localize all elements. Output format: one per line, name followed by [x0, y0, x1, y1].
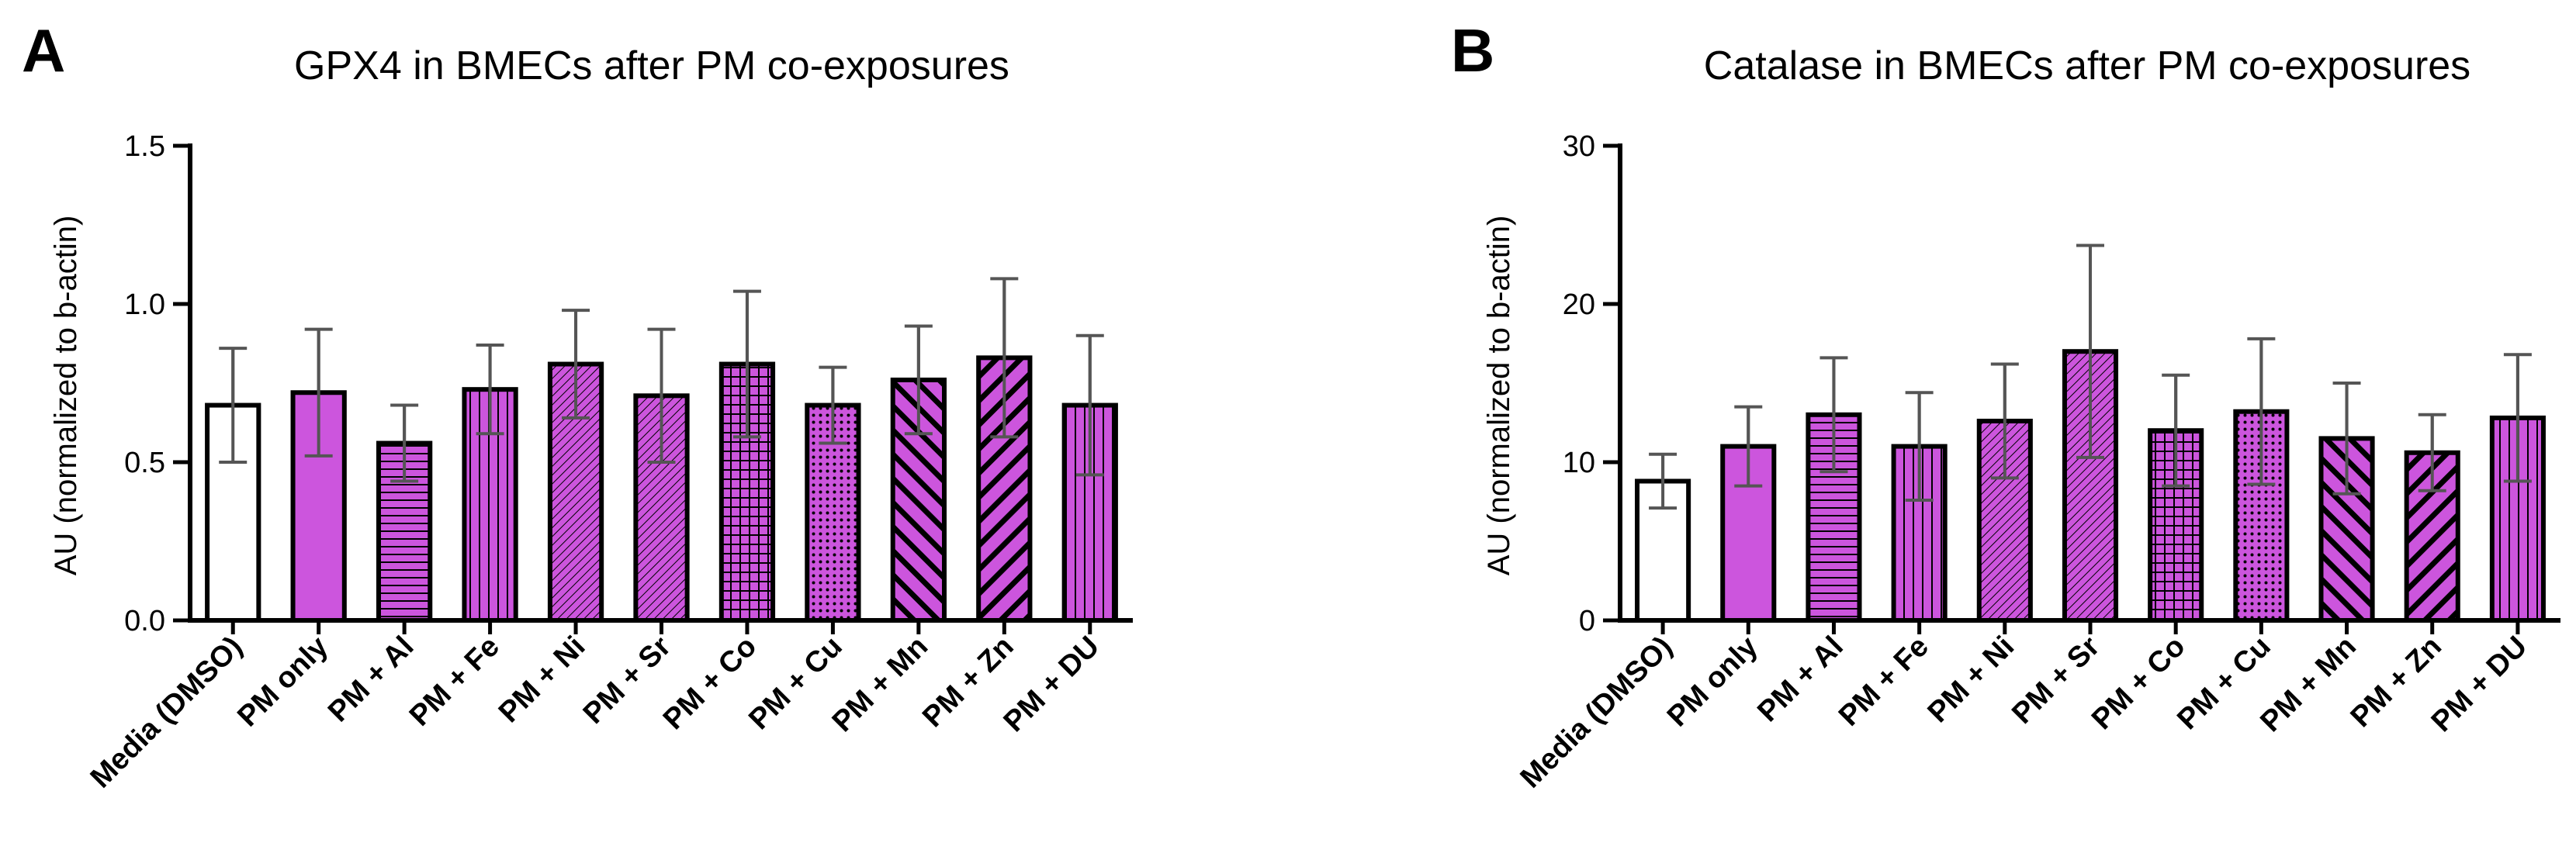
category-label: PM + Ni: [1922, 630, 2021, 730]
bar-5: [1976, 418, 2033, 623]
category-label: Media (DMSO): [85, 630, 249, 795]
panel-b: B Catalase in BMECs after PM co-exposure…: [1451, 16, 2560, 794]
y-tick-label: 10: [1563, 447, 1595, 479]
category-label: PM + Al: [322, 630, 421, 729]
panel-letter-b: B: [1451, 16, 1494, 85]
category-label: PM + Co: [657, 630, 763, 736]
panel-letter-a: A: [22, 16, 65, 85]
category-label: PM + Mn: [2254, 630, 2362, 738]
category-label: PM + DU: [2425, 630, 2533, 738]
y-tick-label: 1.0: [124, 288, 165, 321]
chart-title-a: GPX4 in BMECs after PM co-exposures: [294, 43, 1009, 88]
y-tick-label: 1.5: [124, 130, 165, 163]
y-tick-label: 20: [1563, 288, 1595, 321]
y-tick-label: 0.5: [124, 447, 165, 479]
category-label: PM + Fe: [1833, 630, 1935, 733]
category-label: Media (DMSO): [1515, 630, 1679, 795]
category-label: PM + Ni: [493, 630, 592, 730]
category-label: PM + Co: [2086, 630, 2191, 736]
chart-title-b: Catalase in BMECs after PM co-exposures: [1704, 43, 2470, 88]
category-label: PM + Mn: [826, 630, 934, 738]
category-label: PM + Fe: [403, 630, 506, 733]
y-axis-label-b: AU (normalized to b-actin): [1482, 216, 1516, 576]
y-axis-label-a: AU (normalized to b-actin): [49, 216, 83, 576]
category-label: PM + DU: [998, 630, 1106, 738]
y-tick-label: 0: [1579, 605, 1595, 637]
category-label: PM only: [231, 630, 334, 734]
category-label: PM + Al: [1751, 630, 1850, 729]
y-tick-label: 30: [1563, 130, 1595, 163]
y-tick-label: 0.0: [124, 605, 165, 637]
panel-a: A GPX4 in BMECs after PM co-exposures AU…: [22, 16, 1133, 794]
category-label: PM only: [1661, 630, 1764, 734]
